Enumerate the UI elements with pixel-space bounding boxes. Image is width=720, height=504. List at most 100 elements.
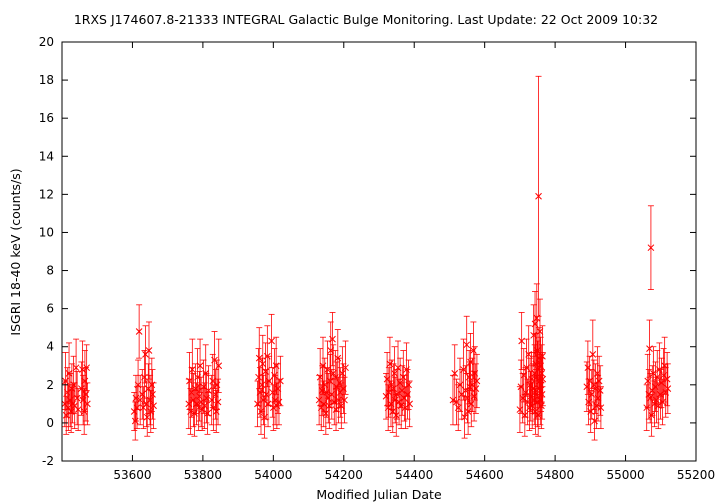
- x-marker-stroke-b: [205, 387, 212, 394]
- data-point: [663, 352, 671, 407]
- x-marker-stroke-b: [258, 381, 266, 389]
- x-marker-stroke-b: [133, 404, 141, 412]
- data-point: [456, 357, 464, 412]
- data-point: [204, 392, 211, 435]
- y-tick-label: 14: [39, 149, 54, 163]
- x-marker-stroke-b: [71, 402, 79, 410]
- data-point: [215, 338, 223, 393]
- x-marker-stroke-b: [83, 364, 91, 372]
- y-tick-label: 18: [39, 73, 54, 87]
- data-point: [149, 369, 156, 420]
- x-marker-stroke-b: [472, 385, 480, 392]
- x-marker-stroke-b: [663, 375, 671, 383]
- x-marker-stroke-b: [204, 410, 211, 417]
- data-point: [73, 371, 81, 426]
- x-marker-stroke-b: [145, 347, 153, 354]
- data-point: [150, 382, 157, 430]
- x-marker-stroke-b: [465, 373, 473, 381]
- x-marker-stroke-b: [470, 347, 477, 354]
- x-marker-stroke-b: [187, 408, 194, 415]
- y-tick-label: 6: [46, 302, 54, 316]
- x-marker-stroke-b: [322, 410, 330, 417]
- x-marker-stroke-b: [149, 390, 156, 398]
- x-marker-stroke-b: [467, 400, 475, 408]
- x-tick-label: 54000: [254, 468, 292, 482]
- data-point: [464, 372, 471, 424]
- data-point: [331, 350, 339, 405]
- data-point: [516, 386, 524, 433]
- data-point: [205, 365, 212, 416]
- x-marker-stroke-b: [451, 370, 459, 377]
- x-marker-stroke-b: [331, 373, 339, 381]
- x-marker-stroke-b: [589, 350, 597, 358]
- data-point: [145, 321, 153, 380]
- x-marker-stroke-b: [339, 370, 346, 377]
- data-point: [259, 334, 267, 393]
- x-tick-label: 55200: [677, 468, 715, 482]
- x-marker-stroke-b: [539, 375, 547, 383]
- x-marker-stroke-b: [597, 404, 605, 412]
- y-axis-label: ISGRI 18-40 keV (counts/s): [8, 168, 23, 335]
- data-point: [84, 382, 91, 426]
- data-point: [342, 340, 349, 395]
- x-marker-stroke-b: [275, 398, 283, 406]
- data-point: [646, 319, 653, 378]
- x-marker-stroke-b: [73, 394, 81, 402]
- x-marker-stroke-b: [274, 385, 282, 392]
- y-tick-label: 4: [46, 340, 54, 354]
- x-marker-stroke-b: [135, 328, 143, 335]
- data-point: [589, 319, 597, 390]
- x-marker-stroke-b: [277, 377, 284, 385]
- x-tick-label: 54200: [325, 468, 363, 482]
- x-tick-label: 55000: [606, 468, 644, 482]
- x-tick-label: 53600: [113, 468, 151, 482]
- x-marker-stroke-b: [596, 387, 604, 394]
- data-point: [472, 363, 480, 414]
- x-tick-label: 54600: [466, 468, 504, 482]
- data-point: [135, 304, 143, 359]
- data-point: [536, 298, 544, 365]
- data-point: [470, 321, 477, 380]
- x-marker-stroke-b: [516, 406, 524, 413]
- x-axis-label: Modified Julian Date: [316, 487, 442, 502]
- x-marker-stroke-b: [82, 390, 90, 398]
- x-marker-stroke-b: [259, 360, 267, 368]
- data-point: [188, 338, 196, 401]
- x-marker-stroke-b: [391, 370, 398, 377]
- x-tick-label: 54800: [536, 468, 574, 482]
- x-marker-stroke-b: [197, 398, 205, 406]
- x-marker-stroke-b: [196, 362, 204, 370]
- data-point: [197, 376, 205, 428]
- x-marker-stroke-b: [188, 366, 196, 373]
- x-marker-stroke-b: [538, 390, 546, 398]
- y-tick-label: 8: [46, 264, 54, 278]
- data-point: [391, 346, 398, 401]
- x-marker-stroke-b: [195, 404, 203, 412]
- y-tick-label: 20: [39, 35, 54, 49]
- y-tick-label: 12: [39, 187, 54, 201]
- chart-title: 1RXS J174607.8-21333 INTEGRAL Galactic B…: [74, 12, 658, 27]
- x-marker-stroke-b: [61, 400, 69, 408]
- data-point: [258, 357, 266, 412]
- y-tick-label: 0: [46, 416, 54, 430]
- x-marker-stroke-b: [664, 385, 672, 392]
- plot-area-frame: [61, 41, 697, 462]
- data-point: [72, 338, 80, 397]
- data-point: [473, 353, 481, 409]
- x-marker-stroke-b: [72, 364, 80, 372]
- data-point: [406, 380, 413, 428]
- x-marker-stroke-b: [328, 390, 336, 398]
- data-point: [329, 312, 336, 367]
- data-point: [274, 363, 282, 414]
- data-point: [647, 205, 655, 290]
- data-point: [405, 359, 412, 410]
- x-marker-stroke-b: [595, 377, 603, 385]
- x-marker-stroke-b: [215, 362, 223, 370]
- data-point: [397, 382, 405, 430]
- x-marker-stroke-b: [84, 400, 91, 408]
- x-marker-stroke-b: [644, 377, 652, 385]
- x-tick-label: 53800: [184, 468, 222, 482]
- data-point: [143, 397, 151, 437]
- data-point: [317, 384, 325, 431]
